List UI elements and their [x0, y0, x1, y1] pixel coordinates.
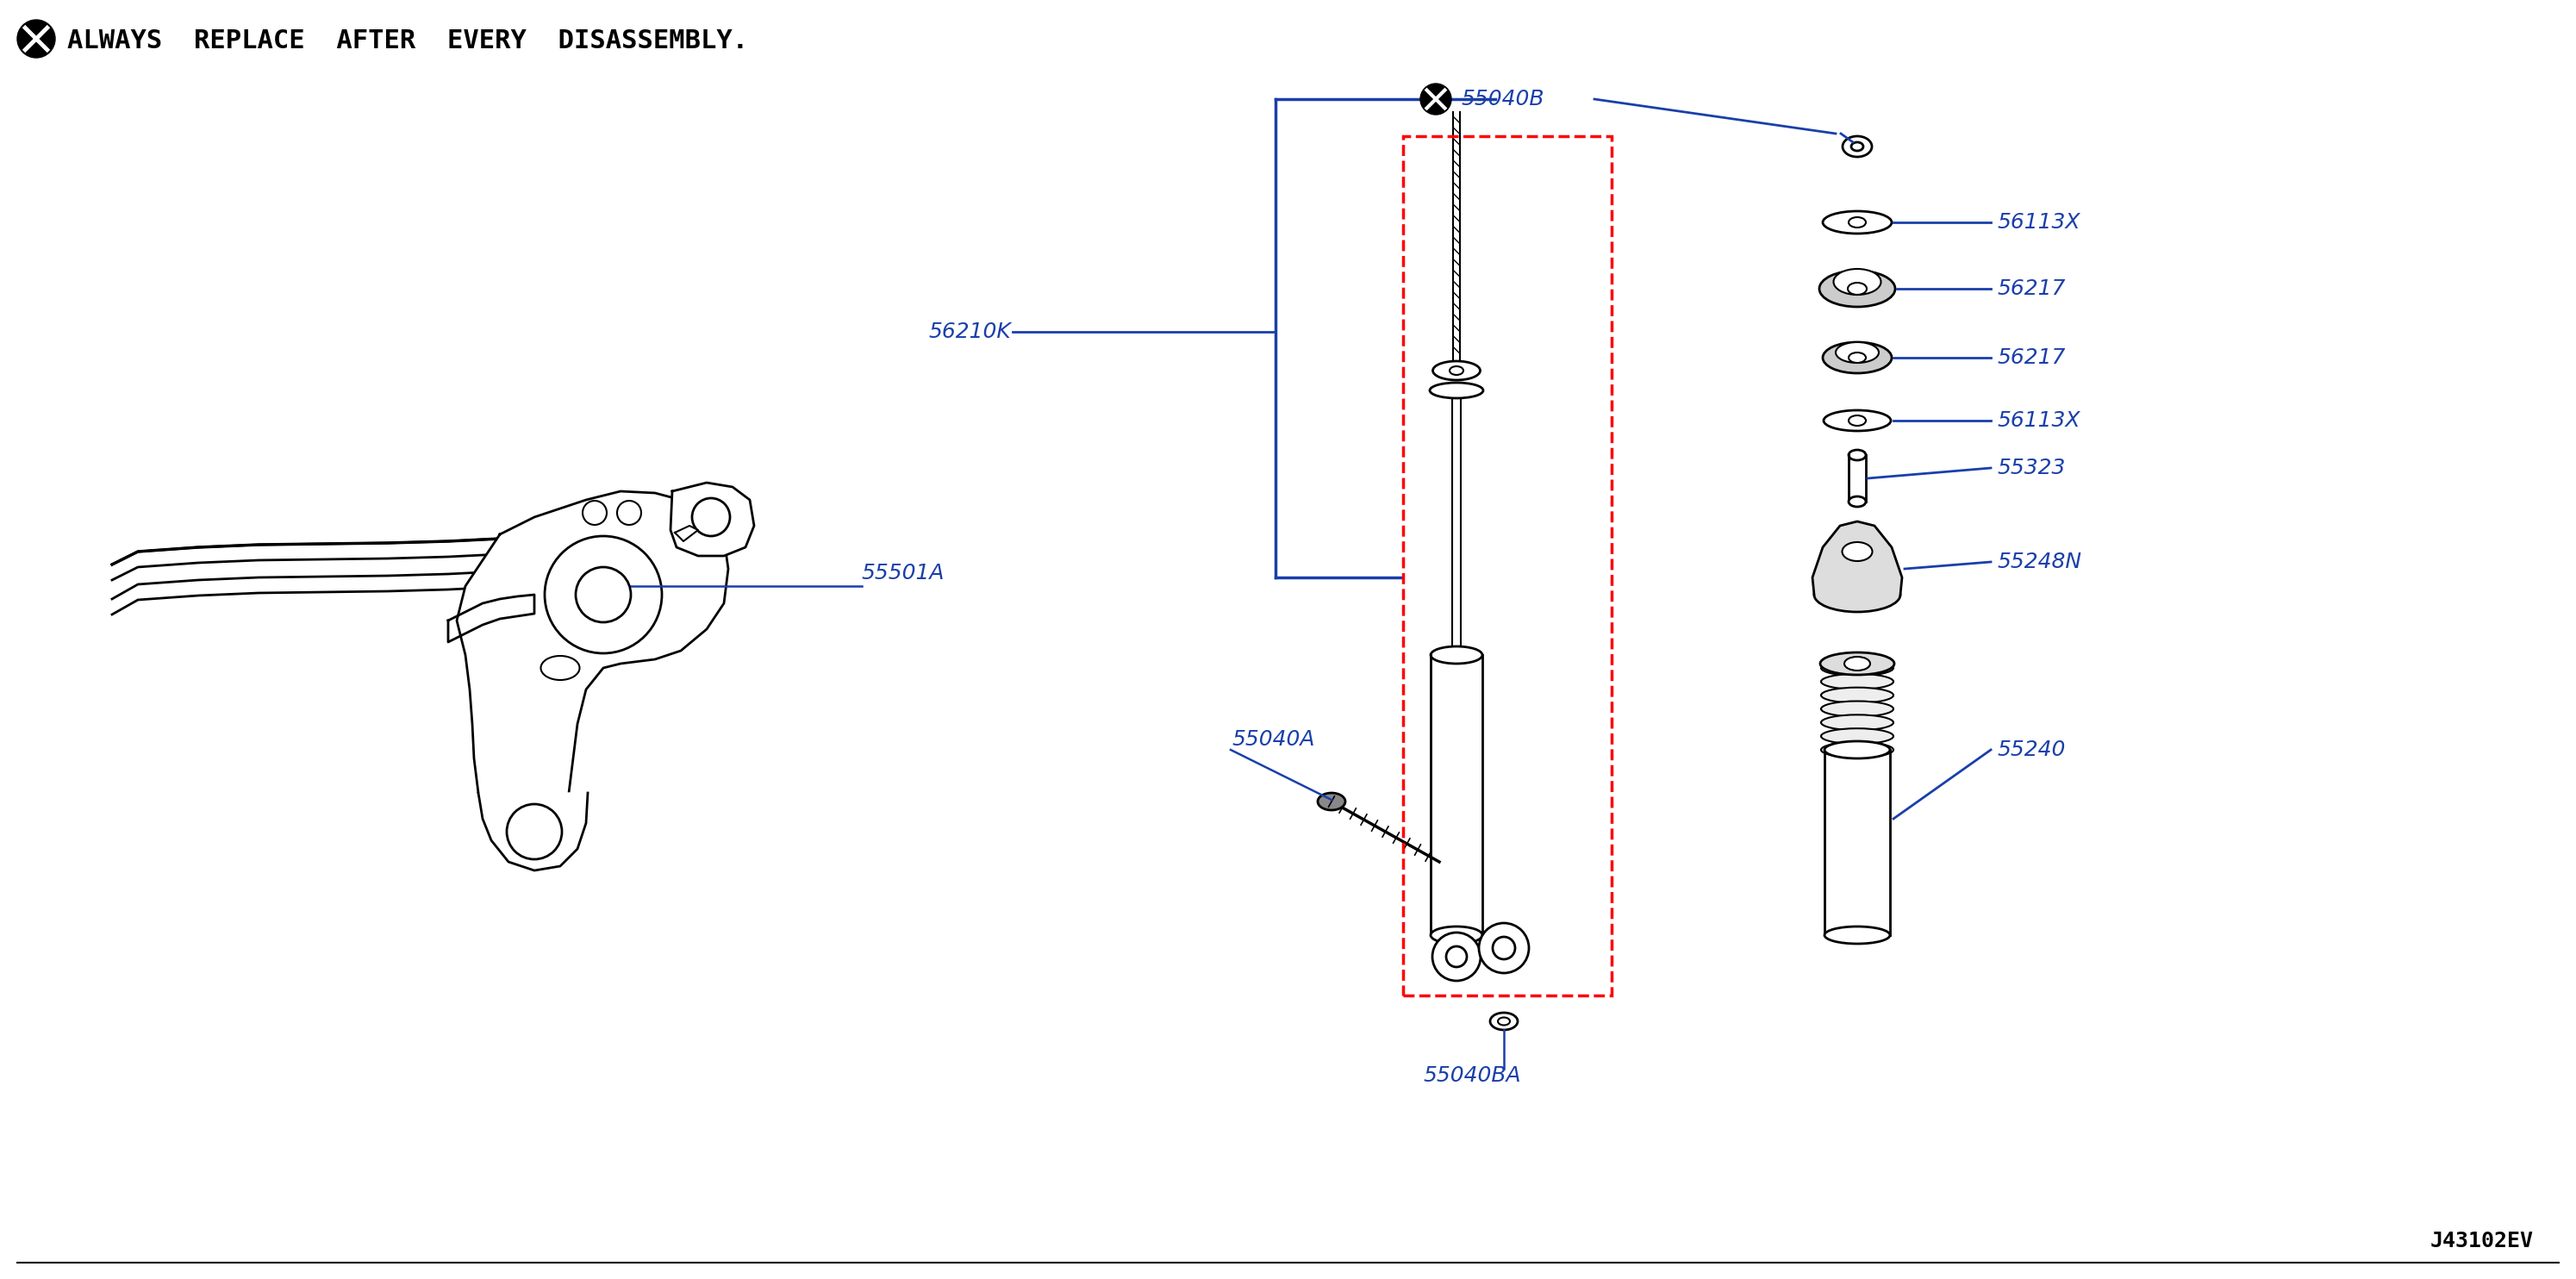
Ellipse shape — [1837, 343, 1878, 363]
Ellipse shape — [1497, 1017, 1510, 1026]
Polygon shape — [1453, 390, 1461, 655]
Polygon shape — [1814, 522, 1901, 595]
Polygon shape — [479, 793, 587, 871]
Text: 55323: 55323 — [1999, 458, 2066, 478]
Ellipse shape — [1814, 577, 1901, 611]
Text: 56217: 56217 — [1999, 348, 2066, 368]
Ellipse shape — [1432, 361, 1481, 380]
Ellipse shape — [1850, 416, 1865, 426]
Ellipse shape — [1821, 660, 1893, 675]
Polygon shape — [448, 595, 533, 642]
Ellipse shape — [1850, 450, 1865, 460]
Circle shape — [618, 501, 641, 524]
Text: 56113X: 56113X — [1999, 411, 2081, 431]
Ellipse shape — [1824, 742, 1891, 758]
Ellipse shape — [1450, 366, 1463, 375]
Ellipse shape — [1430, 382, 1484, 398]
Ellipse shape — [541, 656, 580, 680]
Text: ALWAYS  REPLACE  AFTER  EVERY  DISASSEMBLY.: ALWAYS REPLACE AFTER EVERY DISASSEMBLY. — [67, 28, 747, 52]
Polygon shape — [456, 491, 729, 853]
Ellipse shape — [1819, 271, 1896, 307]
Ellipse shape — [1430, 926, 1481, 944]
Circle shape — [574, 567, 631, 623]
Ellipse shape — [1824, 343, 1891, 373]
Ellipse shape — [1850, 353, 1865, 363]
Ellipse shape — [1850, 496, 1865, 506]
Ellipse shape — [1824, 411, 1891, 431]
Text: 55501A: 55501A — [863, 563, 945, 583]
Ellipse shape — [1824, 211, 1891, 234]
Polygon shape — [675, 526, 698, 541]
Ellipse shape — [1852, 142, 1862, 151]
Circle shape — [693, 498, 729, 536]
Ellipse shape — [1844, 656, 1870, 670]
Ellipse shape — [1821, 674, 1893, 689]
Text: J43102EV: J43102EV — [2429, 1230, 2535, 1251]
Polygon shape — [1430, 655, 1481, 935]
Ellipse shape — [1824, 926, 1891, 944]
Text: 55040BA: 55040BA — [1425, 1065, 1522, 1086]
Ellipse shape — [1492, 936, 1515, 959]
Ellipse shape — [1445, 946, 1466, 967]
Text: 55248N: 55248N — [1999, 551, 2081, 572]
Ellipse shape — [1430, 646, 1481, 664]
Ellipse shape — [1821, 742, 1893, 757]
Text: 56113X: 56113X — [1999, 212, 2081, 233]
Polygon shape — [1850, 455, 1865, 501]
Ellipse shape — [1821, 715, 1893, 730]
Text: 56210K: 56210K — [930, 321, 1012, 343]
Bar — [1404, 136, 1613, 995]
Ellipse shape — [1821, 688, 1893, 703]
Ellipse shape — [1479, 923, 1530, 973]
Ellipse shape — [1850, 217, 1865, 228]
Circle shape — [507, 804, 562, 859]
Polygon shape — [111, 535, 533, 581]
Text: 56217: 56217 — [1999, 279, 2066, 299]
Polygon shape — [111, 567, 533, 614]
Ellipse shape — [1834, 269, 1880, 294]
Circle shape — [18, 19, 54, 58]
Ellipse shape — [1842, 542, 1873, 561]
Ellipse shape — [1842, 136, 1873, 157]
Circle shape — [1419, 83, 1450, 115]
Ellipse shape — [1847, 283, 1868, 294]
Polygon shape — [1824, 749, 1891, 935]
Ellipse shape — [1821, 701, 1893, 716]
Polygon shape — [670, 482, 755, 556]
Text: 55040B: 55040B — [1461, 88, 1546, 110]
Text: 55240: 55240 — [1999, 739, 2066, 760]
Ellipse shape — [1432, 932, 1481, 981]
Ellipse shape — [1489, 1013, 1517, 1030]
Circle shape — [582, 501, 608, 524]
Ellipse shape — [1821, 729, 1893, 744]
Circle shape — [544, 536, 662, 654]
Ellipse shape — [1319, 793, 1345, 810]
Ellipse shape — [1821, 652, 1893, 675]
Text: 55040A: 55040A — [1231, 729, 1316, 749]
